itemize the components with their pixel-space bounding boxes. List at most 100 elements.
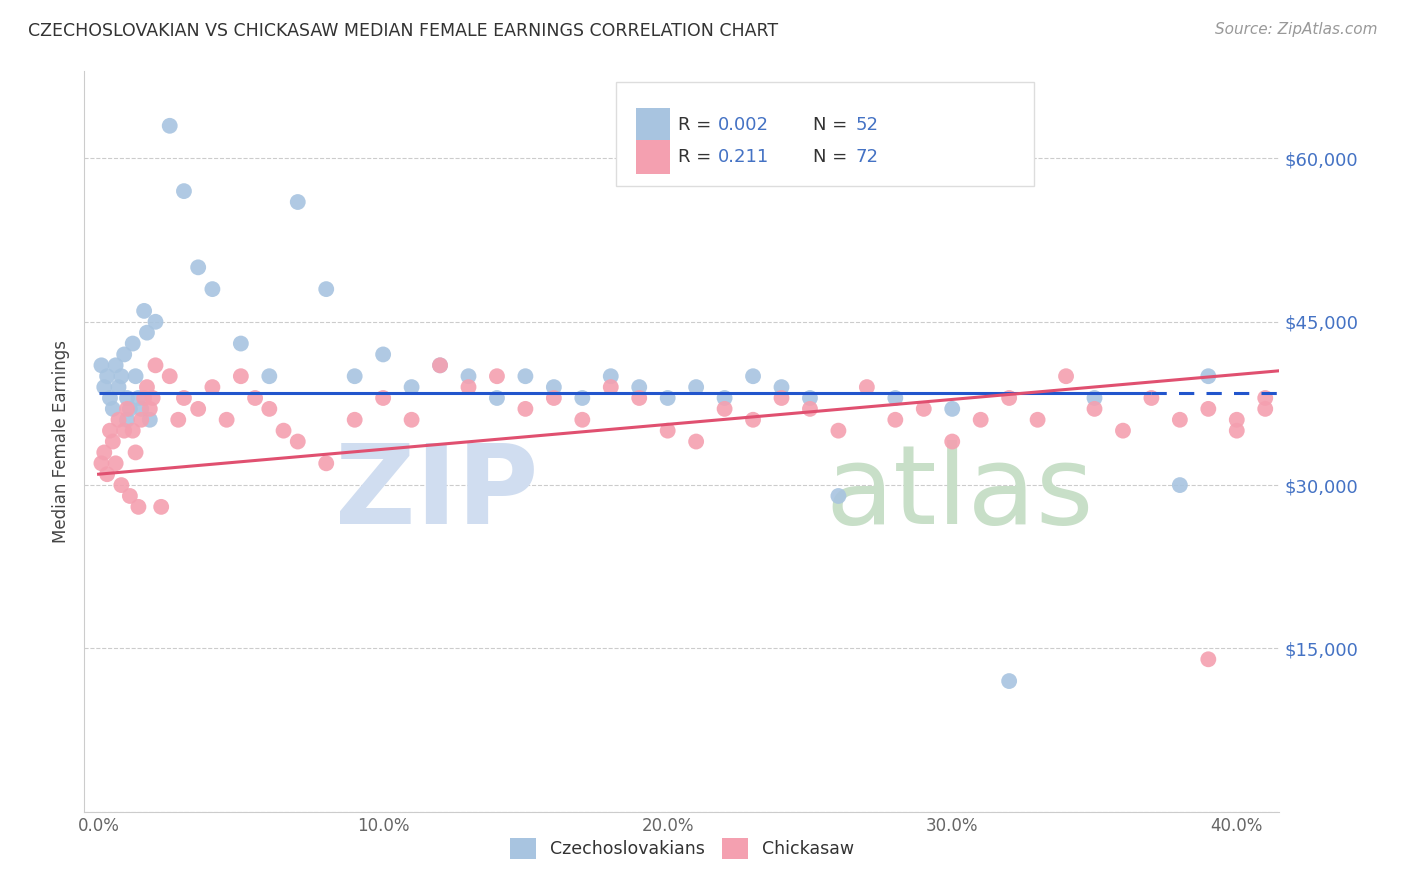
Point xyxy=(145,359,167,373)
Point xyxy=(229,369,252,384)
Point xyxy=(1282,424,1305,438)
Point xyxy=(159,119,181,133)
Point xyxy=(343,413,366,427)
Point xyxy=(110,369,132,384)
Text: Source: ZipAtlas.com: Source: ZipAtlas.com xyxy=(1215,22,1378,37)
Point xyxy=(104,456,127,470)
Point xyxy=(101,401,124,416)
Point xyxy=(129,413,152,427)
Point xyxy=(685,434,707,449)
Point xyxy=(401,380,423,394)
Text: R =: R = xyxy=(678,116,717,134)
Point xyxy=(127,391,149,405)
Point xyxy=(1054,369,1077,384)
Point xyxy=(132,304,156,318)
Point xyxy=(599,380,621,394)
Point xyxy=(856,380,879,394)
Text: ZIP: ZIP xyxy=(335,440,538,547)
Point xyxy=(187,260,209,275)
Point xyxy=(145,315,167,329)
Point xyxy=(142,391,165,405)
Point xyxy=(187,401,209,416)
Point xyxy=(150,500,173,514)
Point xyxy=(107,380,129,394)
Point xyxy=(827,489,849,503)
Point xyxy=(485,369,508,384)
Point xyxy=(685,380,707,394)
FancyBboxPatch shape xyxy=(637,140,671,174)
Point xyxy=(287,434,309,449)
Point xyxy=(457,380,479,394)
Point xyxy=(201,282,224,296)
Point xyxy=(121,336,143,351)
Text: N =: N = xyxy=(814,116,853,134)
Point xyxy=(884,391,907,405)
Point xyxy=(543,391,565,405)
FancyBboxPatch shape xyxy=(637,108,671,142)
Point xyxy=(599,369,621,384)
Point xyxy=(515,369,537,384)
Point xyxy=(571,413,593,427)
Point xyxy=(118,489,141,503)
Point xyxy=(90,359,112,373)
Point xyxy=(998,391,1021,405)
Text: atlas: atlas xyxy=(825,440,1094,547)
Point xyxy=(343,369,366,384)
Point xyxy=(373,347,395,361)
Point xyxy=(132,391,156,405)
Point xyxy=(742,413,765,427)
Point xyxy=(799,401,821,416)
Point xyxy=(98,424,121,438)
Point xyxy=(941,434,963,449)
Point xyxy=(713,391,735,405)
Point xyxy=(101,434,124,449)
Point xyxy=(136,380,159,394)
Point xyxy=(96,369,118,384)
Point xyxy=(229,336,252,351)
Point xyxy=(315,456,337,470)
Point xyxy=(139,401,162,416)
Point xyxy=(167,413,190,427)
Point xyxy=(1197,652,1219,666)
Point xyxy=(515,401,537,416)
Point xyxy=(1197,401,1219,416)
Point xyxy=(742,369,765,384)
Point xyxy=(628,391,651,405)
Point xyxy=(1083,391,1105,405)
Point xyxy=(124,369,146,384)
Point xyxy=(129,401,152,416)
Point xyxy=(259,401,281,416)
Point xyxy=(93,380,115,394)
Y-axis label: Median Female Earnings: Median Female Earnings xyxy=(52,340,70,543)
Point xyxy=(110,478,132,492)
Text: R =: R = xyxy=(678,147,723,166)
Point xyxy=(912,401,935,416)
Point xyxy=(215,413,238,427)
Point xyxy=(1168,478,1191,492)
Point xyxy=(96,467,118,482)
Point xyxy=(201,380,224,394)
Point xyxy=(1226,413,1249,427)
Point xyxy=(401,413,423,427)
Point xyxy=(713,401,735,416)
Text: N =: N = xyxy=(814,147,853,166)
Point xyxy=(970,413,993,427)
Legend: Czechoslovakians, Chickasaw: Czechoslovakians, Chickasaw xyxy=(503,831,860,866)
Point xyxy=(827,424,849,438)
Point xyxy=(657,391,679,405)
Point xyxy=(112,424,135,438)
Point xyxy=(1026,413,1049,427)
Point xyxy=(98,391,121,405)
Point xyxy=(107,413,129,427)
Point xyxy=(1140,391,1163,405)
Point xyxy=(115,401,138,416)
Point xyxy=(115,391,138,405)
Point xyxy=(1197,369,1219,384)
Text: 72: 72 xyxy=(855,147,879,166)
Point xyxy=(173,184,195,198)
Point xyxy=(1083,401,1105,416)
Point xyxy=(115,413,138,427)
Point xyxy=(1282,413,1305,427)
Point xyxy=(485,391,508,405)
Point xyxy=(799,391,821,405)
